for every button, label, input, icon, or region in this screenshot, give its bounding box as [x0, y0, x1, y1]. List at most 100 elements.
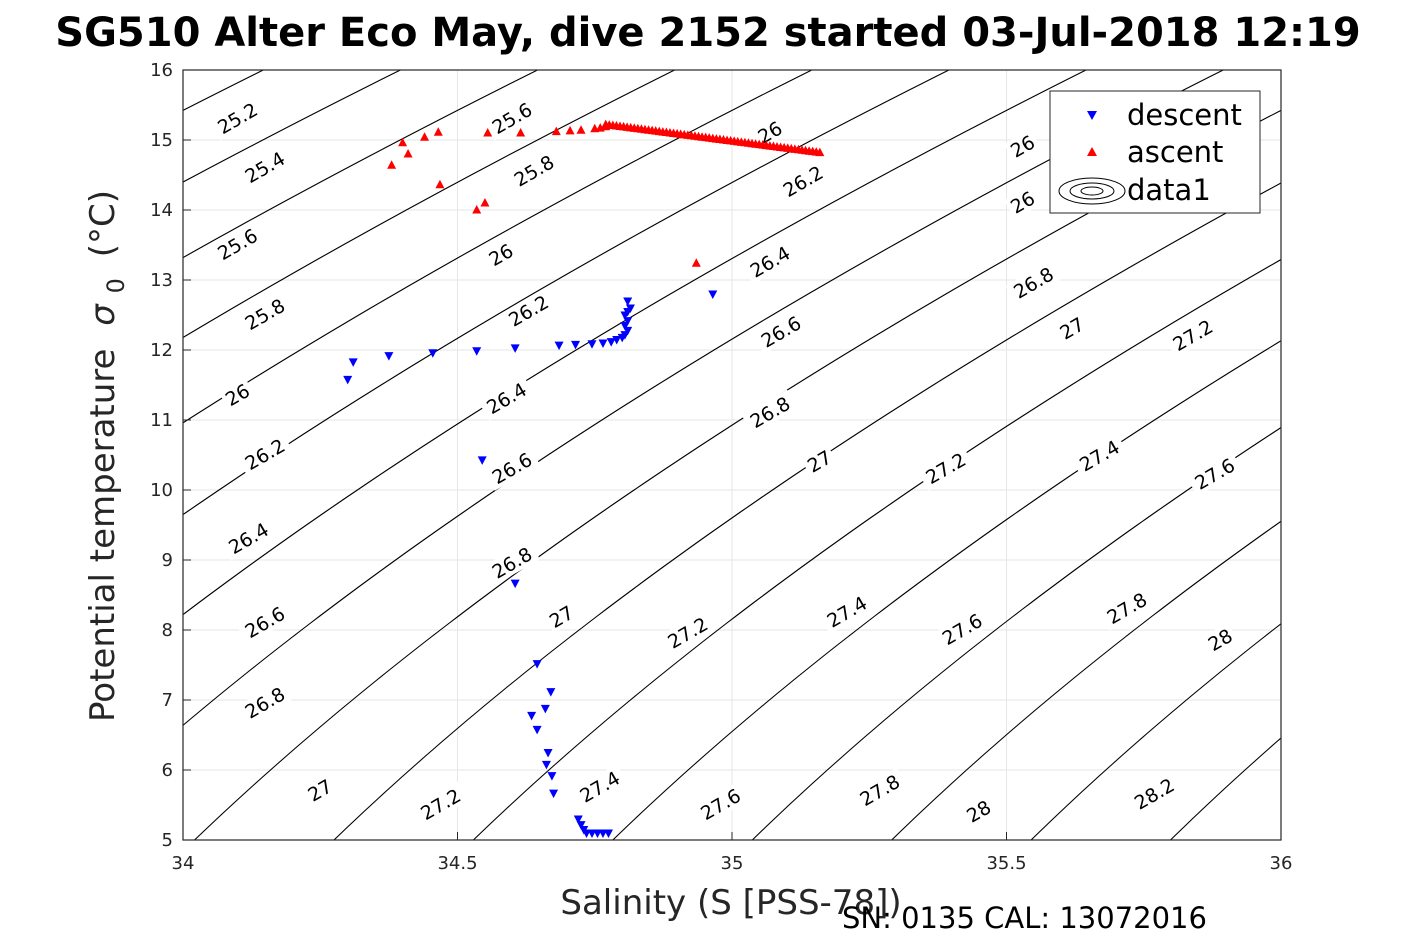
descent-point: [343, 375, 353, 385]
contour-label-bg: [542, 599, 580, 634]
descent-point: [384, 352, 394, 361]
ascent-point: [480, 198, 490, 207]
contour-label-bg: [505, 148, 562, 194]
descent-point: [547, 772, 557, 781]
y-tick-label: 12: [150, 340, 173, 361]
descent-point: [477, 456, 487, 465]
contour-label-bg: [934, 606, 991, 652]
contour-label-bg: [752, 309, 809, 355]
contour-label-bg: [800, 444, 838, 479]
descent-point: [623, 317, 633, 326]
descent-point: [573, 815, 583, 824]
contour-label-bg: [483, 95, 540, 141]
contour-label-bg: [478, 375, 535, 421]
descent-point: [554, 341, 564, 351]
descent-point: [587, 340, 597, 349]
contour-line: [183, 70, 676, 339]
ascent-point: [433, 127, 443, 136]
contour-label-bg: [751, 115, 789, 150]
contour-label-bg: [1004, 129, 1041, 164]
descent-point: [428, 349, 438, 358]
y-tick-label: 7: [162, 690, 173, 711]
ascent-series: [387, 119, 825, 267]
contour-label-bg: [209, 221, 266, 267]
descent-point: [510, 344, 520, 353]
contour-line: [1275, 35, 1417, 875]
x-tick-label: 35: [721, 853, 744, 874]
contour-label-bg: [301, 773, 339, 808]
legend-contour-icon: [1058, 177, 1126, 205]
ascent-point: [576, 125, 586, 134]
y-axis-label-symbol: σ: [83, 303, 123, 326]
contour-label-bg: [236, 144, 293, 190]
contour-line: [0, 35, 60, 875]
y-tick-label: 15: [150, 130, 173, 151]
contour-label-bg: [1201, 622, 1239, 657]
ascent-point: [435, 179, 445, 189]
contour-label-bg: [1071, 433, 1128, 479]
contour-label-bg: [1098, 585, 1155, 631]
descent-point: [612, 336, 622, 345]
contour-label-bg: [960, 794, 998, 829]
descent-point: [625, 304, 635, 313]
contour-label-bg: [692, 781, 749, 827]
contour-label-bg: [218, 377, 256, 412]
descent-point: [549, 789, 559, 799]
chart-title: SG510 Alter Eco May, dive 2152 started 0…: [55, 10, 1360, 56]
y-tick-label: 10: [150, 480, 173, 501]
descent-point: [708, 290, 718, 299]
ascent-point: [398, 137, 408, 147]
contour-line: [1030, 623, 1281, 840]
contour-line: [890, 520, 1281, 840]
ascent-point: [387, 160, 397, 169]
x-axis-label: Salinity (S [PSS-78]): [560, 883, 901, 923]
y-tick-label: 9: [162, 550, 173, 571]
descent-point: [472, 347, 482, 356]
contour-label-bg: [851, 767, 908, 813]
ascent-point: [601, 121, 611, 131]
descent-series: [343, 290, 718, 838]
descent-point: [532, 725, 542, 735]
contour-line: [183, 70, 1225, 727]
contour-line: [183, 70, 1088, 616]
x-tick-label: 34: [172, 853, 195, 874]
contour-label-bg: [483, 445, 540, 491]
x-axis-ticks: 34 34.5 35 35.5 36: [172, 832, 1293, 874]
contour-label-bg: [917, 445, 974, 491]
contour-label-bg: [236, 291, 293, 337]
contour-label-bg: [741, 389, 798, 435]
descent-point: [510, 579, 520, 589]
legend-ascent-label: ascent: [1127, 135, 1223, 169]
descent-point: [598, 339, 608, 348]
contour-label-bg: [1005, 260, 1062, 306]
y-tick-label: 11: [150, 410, 173, 431]
y-tick-label: 5: [162, 830, 173, 851]
legend-data1-label: data1: [1127, 173, 1211, 207]
ascent-point: [565, 125, 575, 135]
contour-line: [751, 426, 1281, 840]
contour-label-group: 27: [800, 444, 838, 479]
contour-label-bg: [1186, 451, 1243, 497]
contour-label-bg: [1053, 311, 1091, 346]
descent-point: [606, 338, 616, 347]
legend-descent-label: descent: [1127, 98, 1242, 132]
descent-point: [576, 821, 586, 830]
ascent-point: [472, 205, 482, 214]
x-tick-label: 34.5: [437, 853, 477, 874]
ascent-point: [691, 258, 701, 267]
contour-label-bg: [483, 540, 540, 586]
contour-label-bg: [209, 95, 266, 141]
y-tick-label: 16: [150, 60, 173, 81]
contour-line: [183, 70, 539, 259]
y-tick-label: 13: [150, 270, 173, 291]
contour-label-bg: [571, 764, 628, 810]
x-tick-label: 36: [1270, 853, 1293, 874]
descent-point: [543, 749, 553, 758]
legend-descent-marker: [1087, 111, 1097, 120]
ascent-point: [551, 126, 561, 136]
y-tick-label: 6: [162, 760, 173, 781]
contour-label-bg: [741, 239, 798, 285]
ascent-point: [516, 128, 526, 137]
y-axis-ticks: 5 6 7 8 9 10 11 12 13 14 15 16: [150, 60, 191, 851]
